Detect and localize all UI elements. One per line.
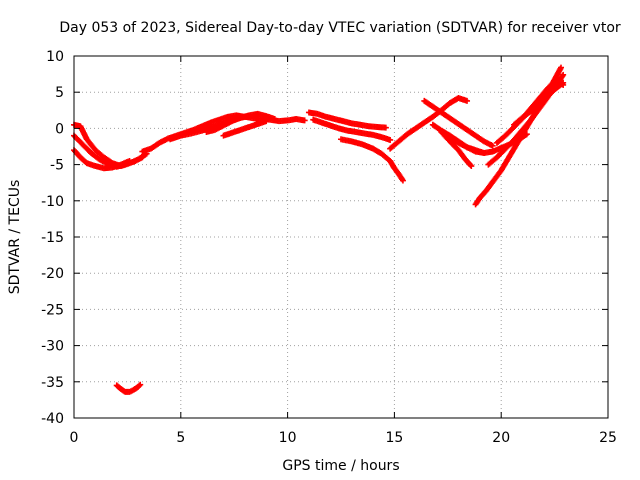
x-axis-tick-labels: 0 5 10 15 20 25 (70, 430, 617, 446)
series-arc-19 (511, 79, 567, 128)
data-point (301, 117, 308, 124)
series-arc-17 (485, 71, 567, 168)
x-tick-label: 5 (176, 430, 185, 446)
x-tick-label: 25 (599, 430, 617, 446)
chart-title: Day 053 of 2023, Sidereal Day-to-day VTE… (59, 20, 621, 36)
series-arc-10 (338, 136, 406, 184)
data-point (387, 136, 394, 143)
y-tick-label: 5 (55, 85, 64, 101)
data-point (560, 71, 567, 78)
series-arc-15 (438, 129, 475, 170)
y-tick-label: -35 (41, 375, 64, 391)
series-arc-6 (203, 110, 278, 136)
data-point (399, 177, 406, 184)
data-point (126, 157, 133, 164)
x-tick-label: 15 (385, 430, 403, 446)
data-point (558, 64, 565, 71)
y-tick-label: -10 (41, 194, 64, 210)
y-tick-label: -15 (41, 230, 64, 246)
y-tick-label: -20 (41, 266, 64, 282)
data-point (560, 79, 567, 86)
x-tick-label: 10 (279, 430, 297, 446)
y-tick-label: -25 (41, 302, 64, 318)
data-point (468, 163, 475, 170)
axis-ticks (73, 55, 609, 419)
series-arc-8 (305, 109, 389, 131)
grid-lines (74, 56, 608, 418)
data-point (263, 118, 270, 125)
y-tick-label: 10 (46, 49, 64, 65)
y-tick-label: 0 (55, 121, 64, 137)
series-arc-7 (220, 118, 270, 139)
x-tick-label: 0 (70, 430, 79, 446)
y-axis-title: SDTVAR / TECUs (7, 180, 23, 295)
data-point (489, 142, 496, 149)
data-point (559, 80, 566, 87)
data-point (136, 382, 143, 389)
data-point (467, 162, 474, 169)
x-tick-label: 20 (492, 430, 510, 446)
series-arc-20 (113, 381, 144, 395)
data-point (139, 154, 146, 161)
data-point (271, 115, 278, 122)
y-tick-label: -30 (41, 339, 64, 355)
data-point (137, 381, 144, 388)
series-arc-12 (421, 97, 496, 149)
x-axis-title: GPS time / hours (282, 458, 399, 474)
data-point (382, 124, 389, 131)
y-axis-tick-labels: 10 5 0 -5 -10 -15 -20 -25 -30 -35 -40 (41, 49, 64, 427)
data-point (464, 97, 471, 104)
series-arc-9 (310, 116, 394, 143)
y-tick-label: -5 (50, 158, 64, 174)
y-tick-label: -40 (41, 411, 64, 427)
